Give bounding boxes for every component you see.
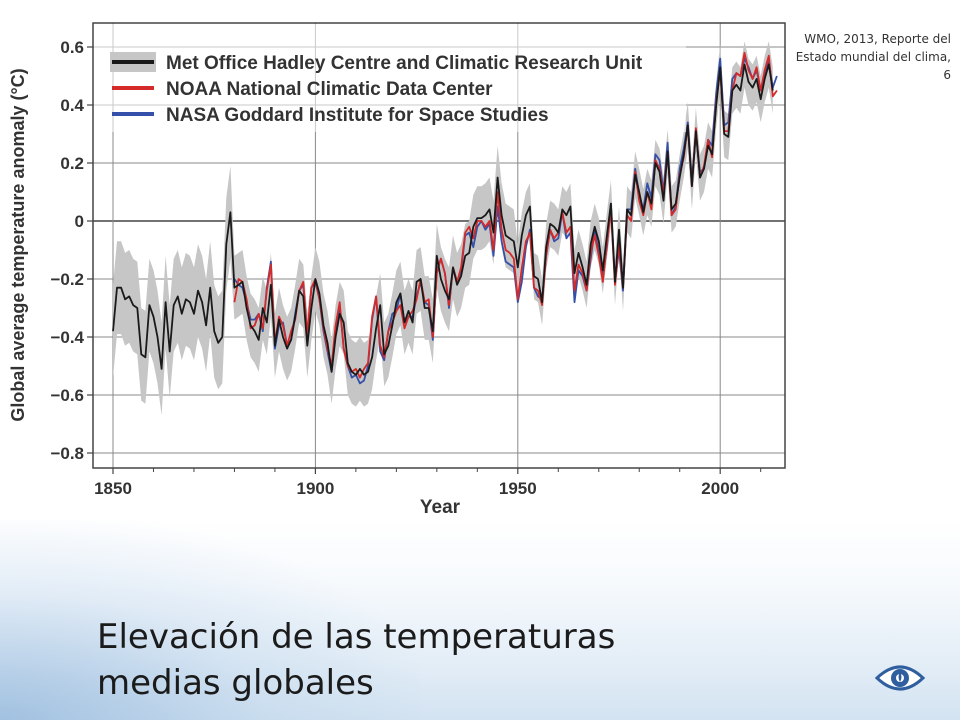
series-line-hadcru [112, 63, 774, 376]
x-tick-label: 2000 [701, 479, 739, 498]
legend: Met Office Hadley Centre and Climatic Re… [94, 24, 686, 132]
x-tick-label: 1950 [499, 479, 537, 498]
temperature-anomaly-chart: −0.8 −0.6 −0.4 −0.2 0 0.2 0.4 0.6 1850 1900 1950 20… [8, 22, 786, 518]
chart-svg: −0.8 −0.6 −0.4 −0.2 0 0.2 0.4 0.6 1850 1900 1950 20… [8, 22, 786, 518]
x-tick-label: 1900 [296, 479, 334, 498]
legend-entry-hadcru: Met Office Hadley Centre and Climatic Re… [166, 53, 643, 74]
plot-frame [92, 22, 786, 469]
x-tick-label: 1850 [94, 479, 132, 498]
ticks-layer: −0.8 −0.6 −0.4 −0.2 0 0.2 0.4 0.6 1850 1900 1950 20… [50, 38, 762, 498]
y-tick-label: −0.6 [50, 386, 84, 405]
slide-title: Elevación de las temperaturas medias glo… [97, 617, 616, 703]
y-tick-label: 0 [75, 212, 84, 231]
y-tick-label: −0.4 [50, 328, 84, 347]
y-tick-label: 0.2 [60, 154, 84, 173]
y-axis-label: Global average temperature anomaly (°C) [8, 68, 28, 421]
legend-entry-nasa: NASA Goddard Institute for Space Studies [166, 105, 549, 126]
y-tick-label: 0.4 [60, 96, 84, 115]
eye-icon [874, 665, 926, 691]
slide-background-glow [0, 520, 420, 720]
y-tick-label: −0.8 [50, 444, 84, 463]
source-citation: WMO, 2013, Reporte del Estado mundial de… [795, 32, 951, 82]
legend-background [94, 24, 686, 132]
y-tick-label: 0.6 [60, 38, 84, 57]
series-layer [112, 51, 778, 385]
legend-entry-noaa: NOAA National Climatic Data Center [166, 79, 493, 100]
y-tick-label: −0.2 [50, 270, 84, 289]
x-axis-label: Year [420, 497, 461, 518]
